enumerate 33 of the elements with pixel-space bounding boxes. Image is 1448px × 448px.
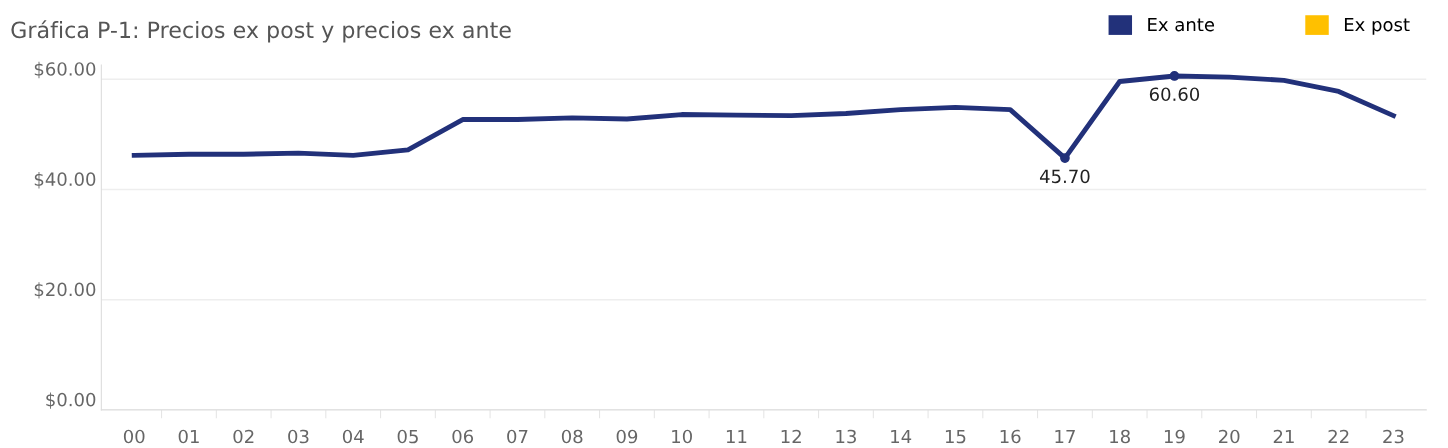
x-tick-label: 16 (1000, 429, 1021, 444)
x-tick-label: 01 (178, 429, 199, 444)
data-label: 45.70 (1039, 169, 1090, 184)
x-tick-label: 21 (1273, 429, 1294, 444)
y-tick-label: $20.00 (34, 282, 96, 299)
x-tick-label: 08 (561, 429, 583, 444)
x-tick-label: 05 (397, 429, 418, 444)
legend-label: Ex post (1344, 17, 1410, 35)
x-tick-label: 09 (616, 429, 638, 444)
x-tick-label: 02 (233, 429, 254, 444)
chart-title: Gráfica P-1: Precios ex post y precios ex ante (11, 20, 511, 43)
x-tick-label: 10 (672, 429, 692, 444)
x-tick-label: 12 (781, 429, 801, 444)
x-tick-label: 04 (342, 429, 364, 444)
y-tick-label: $40.00 (34, 172, 96, 189)
y-tick-label: $60.00 (34, 61, 96, 79)
x-tick-label: 00 (123, 429, 145, 444)
x-tick-label: 19 (1164, 429, 1185, 444)
y-tick-label: $0.00 (46, 392, 96, 409)
legend-label: Ex ante (1148, 17, 1215, 32)
x-tick-label: 22 (1328, 429, 1349, 444)
x-tick-label: 03 (288, 429, 309, 444)
x-tick-label: 11 (726, 429, 747, 444)
x-tick-label: 18 (1110, 429, 1130, 444)
data-label: 60.60 (1149, 87, 1200, 102)
x-tick-label: 20 (1219, 429, 1240, 444)
x-tick-label: 06 (452, 429, 474, 444)
x-tick-label: 15 (945, 429, 966, 444)
x-tick-label: 07 (507, 429, 528, 444)
x-tick-label: 17 (1055, 429, 1075, 444)
x-tick-label: 13 (836, 429, 856, 444)
x-tick-label: 14 (891, 429, 912, 444)
x-tick-label: 23 (1383, 429, 1404, 444)
